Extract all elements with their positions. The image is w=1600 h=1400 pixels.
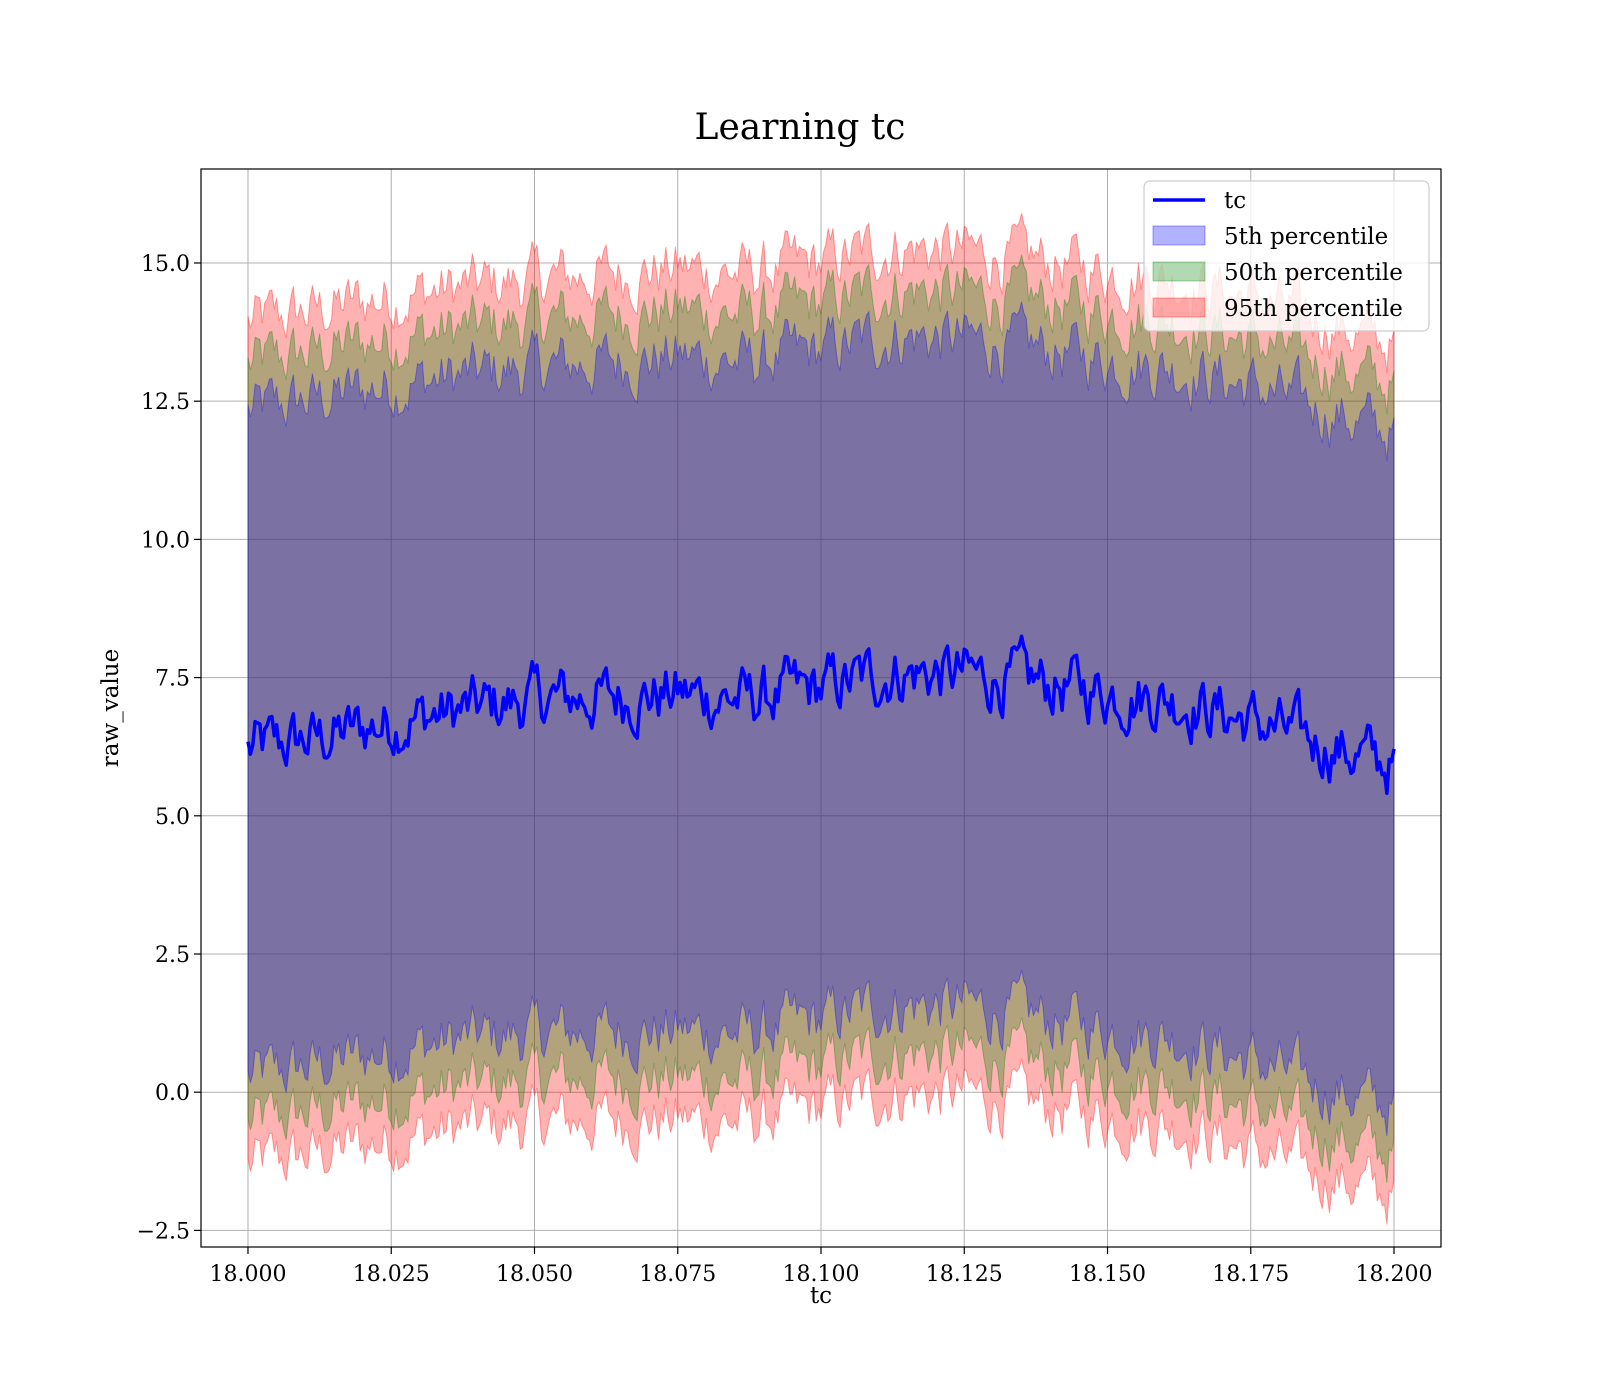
x-tick-label: 18.000 xyxy=(209,1262,286,1287)
band-50th-percentile xyxy=(247,254,1395,1184)
legend: tc 5th percentile 50th percentile 95th p… xyxy=(1143,180,1430,332)
x-tick-label: 18.025 xyxy=(353,1262,430,1287)
x-tick-label: 18.050 xyxy=(496,1262,573,1287)
x-axis: 18.000 18.025 18.050 18.075 18.100 18.125 18.1… xyxy=(209,1247,1433,1287)
y-tick-label: 12.5 xyxy=(141,390,190,415)
legend-swatch-50th xyxy=(1152,261,1206,282)
x-tick-label: 18.200 xyxy=(1356,1262,1433,1287)
legend-frame xyxy=(1143,180,1430,332)
grid xyxy=(201,169,1441,1247)
band-5th-percentile xyxy=(247,301,1395,1137)
x-tick-label: 18.100 xyxy=(783,1262,860,1287)
band-area xyxy=(247,213,1395,1225)
tc-series-line xyxy=(246,634,1396,796)
x-tick-label: 18.075 xyxy=(639,1262,716,1287)
y-tick-label: 15.0 xyxy=(141,252,190,277)
y-tick-label: 5.0 xyxy=(155,805,190,830)
legend-label-5th: 5th percentile xyxy=(1224,224,1388,250)
x-tick-label: 18.150 xyxy=(1069,1262,1146,1287)
band-area xyxy=(247,254,1395,1184)
y-tick-label: 2.5 xyxy=(155,943,190,968)
legend-swatch-5th xyxy=(1152,225,1206,246)
legend-swatch-95th xyxy=(1152,297,1206,318)
x-axis-label: tc xyxy=(810,1283,832,1309)
y-tick-label: 10.0 xyxy=(141,528,190,553)
chart-title: Learning tc xyxy=(695,107,906,148)
tc-line xyxy=(246,634,1396,796)
y-tick-label: 7.5 xyxy=(155,667,190,692)
legend-label-95th: 95th percentile xyxy=(1224,296,1403,322)
y-tick-label: 0.0 xyxy=(155,1081,190,1106)
x-tick-label: 18.175 xyxy=(1212,1262,1289,1287)
legend-label-50th: 50th percentile xyxy=(1224,260,1403,286)
band-area xyxy=(247,301,1395,1137)
y-tick-label: −2.5 xyxy=(137,1219,190,1244)
y-axis: −2.5 0.0 2.5 5.0 7.5 10.0 12.5 15.0 xyxy=(137,252,201,1244)
x-tick-label: 18.125 xyxy=(926,1262,1003,1287)
legend-label-tc: tc xyxy=(1224,188,1246,214)
band-95th-percentile xyxy=(247,213,1395,1225)
y-axis-label: raw_value xyxy=(98,649,124,767)
